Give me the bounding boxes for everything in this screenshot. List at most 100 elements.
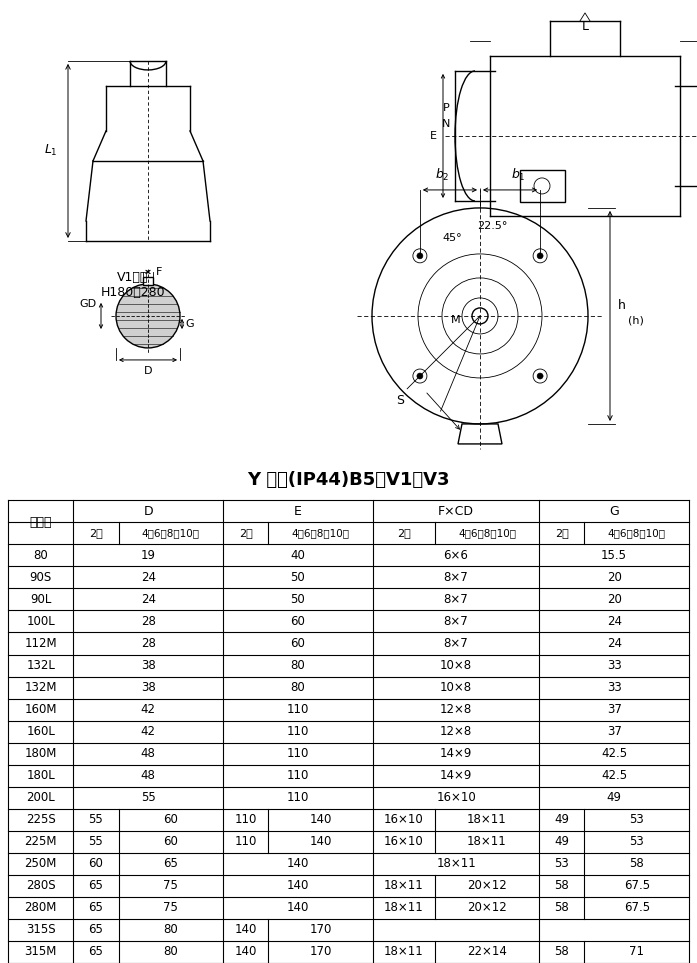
Text: 140: 140 [234,946,257,958]
Text: 10×8: 10×8 [440,659,472,672]
Text: 60: 60 [163,814,178,826]
Text: 140: 140 [234,924,257,936]
Text: 65: 65 [163,857,178,871]
Text: 18×11: 18×11 [384,901,424,915]
Text: G: G [185,319,194,329]
Text: 110: 110 [286,769,309,782]
Text: 170: 170 [309,946,332,958]
Text: 18×11: 18×11 [467,814,507,826]
Text: 80: 80 [164,946,178,958]
Text: D: D [144,366,152,376]
Text: 8×7: 8×7 [444,615,468,628]
Circle shape [417,253,423,259]
Text: 40: 40 [291,549,305,561]
Text: GD: GD [79,299,96,309]
Text: 170: 170 [309,924,332,936]
Text: 2极: 2极 [239,529,252,538]
Text: 49: 49 [606,792,622,804]
Text: 80: 80 [291,681,305,694]
Text: E: E [430,131,437,141]
Text: 18×11: 18×11 [467,835,507,848]
Text: 33: 33 [607,659,622,672]
Text: 48: 48 [141,747,155,760]
Text: 200L: 200L [26,792,55,804]
Text: 38: 38 [141,659,155,672]
Text: 19: 19 [141,549,155,561]
Text: 110: 110 [286,725,309,739]
Text: 18×11: 18×11 [436,857,476,871]
Text: 225S: 225S [26,814,56,826]
Text: 55: 55 [89,814,103,826]
Text: 110: 110 [234,835,257,848]
Text: 110: 110 [234,814,257,826]
Text: 8×7: 8×7 [444,637,468,650]
Circle shape [537,373,543,379]
Text: 58: 58 [554,946,569,958]
Text: 65: 65 [89,901,103,915]
Text: L: L [581,20,588,33]
Text: 14×9: 14×9 [440,747,473,760]
Text: E: E [294,505,302,518]
Text: $L_1$: $L_1$ [45,143,58,159]
Text: S: S [396,395,404,407]
Text: 37: 37 [606,725,622,739]
Text: 65: 65 [89,924,103,936]
Text: 132M: 132M [24,681,57,694]
Text: 140: 140 [286,879,309,893]
Text: 中心高: 中心高 [29,516,52,529]
Text: 2极: 2极 [89,529,103,538]
Text: N: N [442,119,450,129]
Text: 140: 140 [309,835,332,848]
Text: M: M [450,315,460,325]
Text: 4、6、8、10极: 4、6、8、10极 [608,529,666,538]
Text: 110: 110 [286,792,309,804]
Text: 15.5: 15.5 [601,549,627,561]
Text: 22.5°: 22.5° [477,221,507,231]
Text: 28: 28 [141,637,155,650]
Text: 90S: 90S [29,571,52,584]
Bar [143,277,153,285]
Text: 160L: 160L [26,725,55,739]
Text: 132L: 132L [26,659,55,672]
Text: 16×10: 16×10 [436,792,476,804]
Text: 75: 75 [163,901,178,915]
Text: 65: 65 [89,946,103,958]
Text: H180～280: H180～280 [100,286,165,299]
Text: 112M: 112M [24,637,57,650]
Text: 16×10: 16×10 [384,814,424,826]
Text: 45°: 45° [442,233,462,243]
Text: 80: 80 [33,549,48,561]
Text: 4、6、8、10极: 4、6、8、10极 [291,529,350,538]
Text: 28: 28 [141,615,155,628]
Text: 20: 20 [606,593,622,606]
Text: 60: 60 [163,835,178,848]
Text: 50: 50 [291,571,305,584]
Text: 315M: 315M [24,946,57,958]
Text: 10×8: 10×8 [440,681,472,694]
Text: 4、6、8、10极: 4、6、8、10极 [458,529,516,538]
Text: 180M: 180M [24,747,57,760]
Text: 4、6、8、10极: 4、6、8、10极 [141,529,200,538]
Text: 37: 37 [606,703,622,716]
Text: 20×12: 20×12 [467,879,507,893]
Text: 250M: 250M [24,857,57,871]
Text: 24: 24 [606,637,622,650]
Text: h: h [618,299,626,312]
Text: 140: 140 [286,901,309,915]
Text: 6×6: 6×6 [443,549,468,561]
Text: 中心高: 中心高 [0,962,1,963]
Text: 48: 48 [141,769,155,782]
Text: 180L: 180L [26,769,55,782]
Circle shape [417,373,423,379]
Text: 33: 33 [607,681,622,694]
Text: $b_2$: $b_2$ [435,167,450,183]
Text: 2极: 2极 [555,529,569,538]
Text: 16×10: 16×10 [384,835,424,848]
Text: 53: 53 [629,814,644,826]
Text: 67.5: 67.5 [624,879,650,893]
Text: 42.5: 42.5 [601,769,627,782]
Text: 315S: 315S [26,924,56,936]
Text: P: P [443,103,450,113]
Text: 12×8: 12×8 [440,703,472,716]
Text: 225M: 225M [24,835,57,848]
